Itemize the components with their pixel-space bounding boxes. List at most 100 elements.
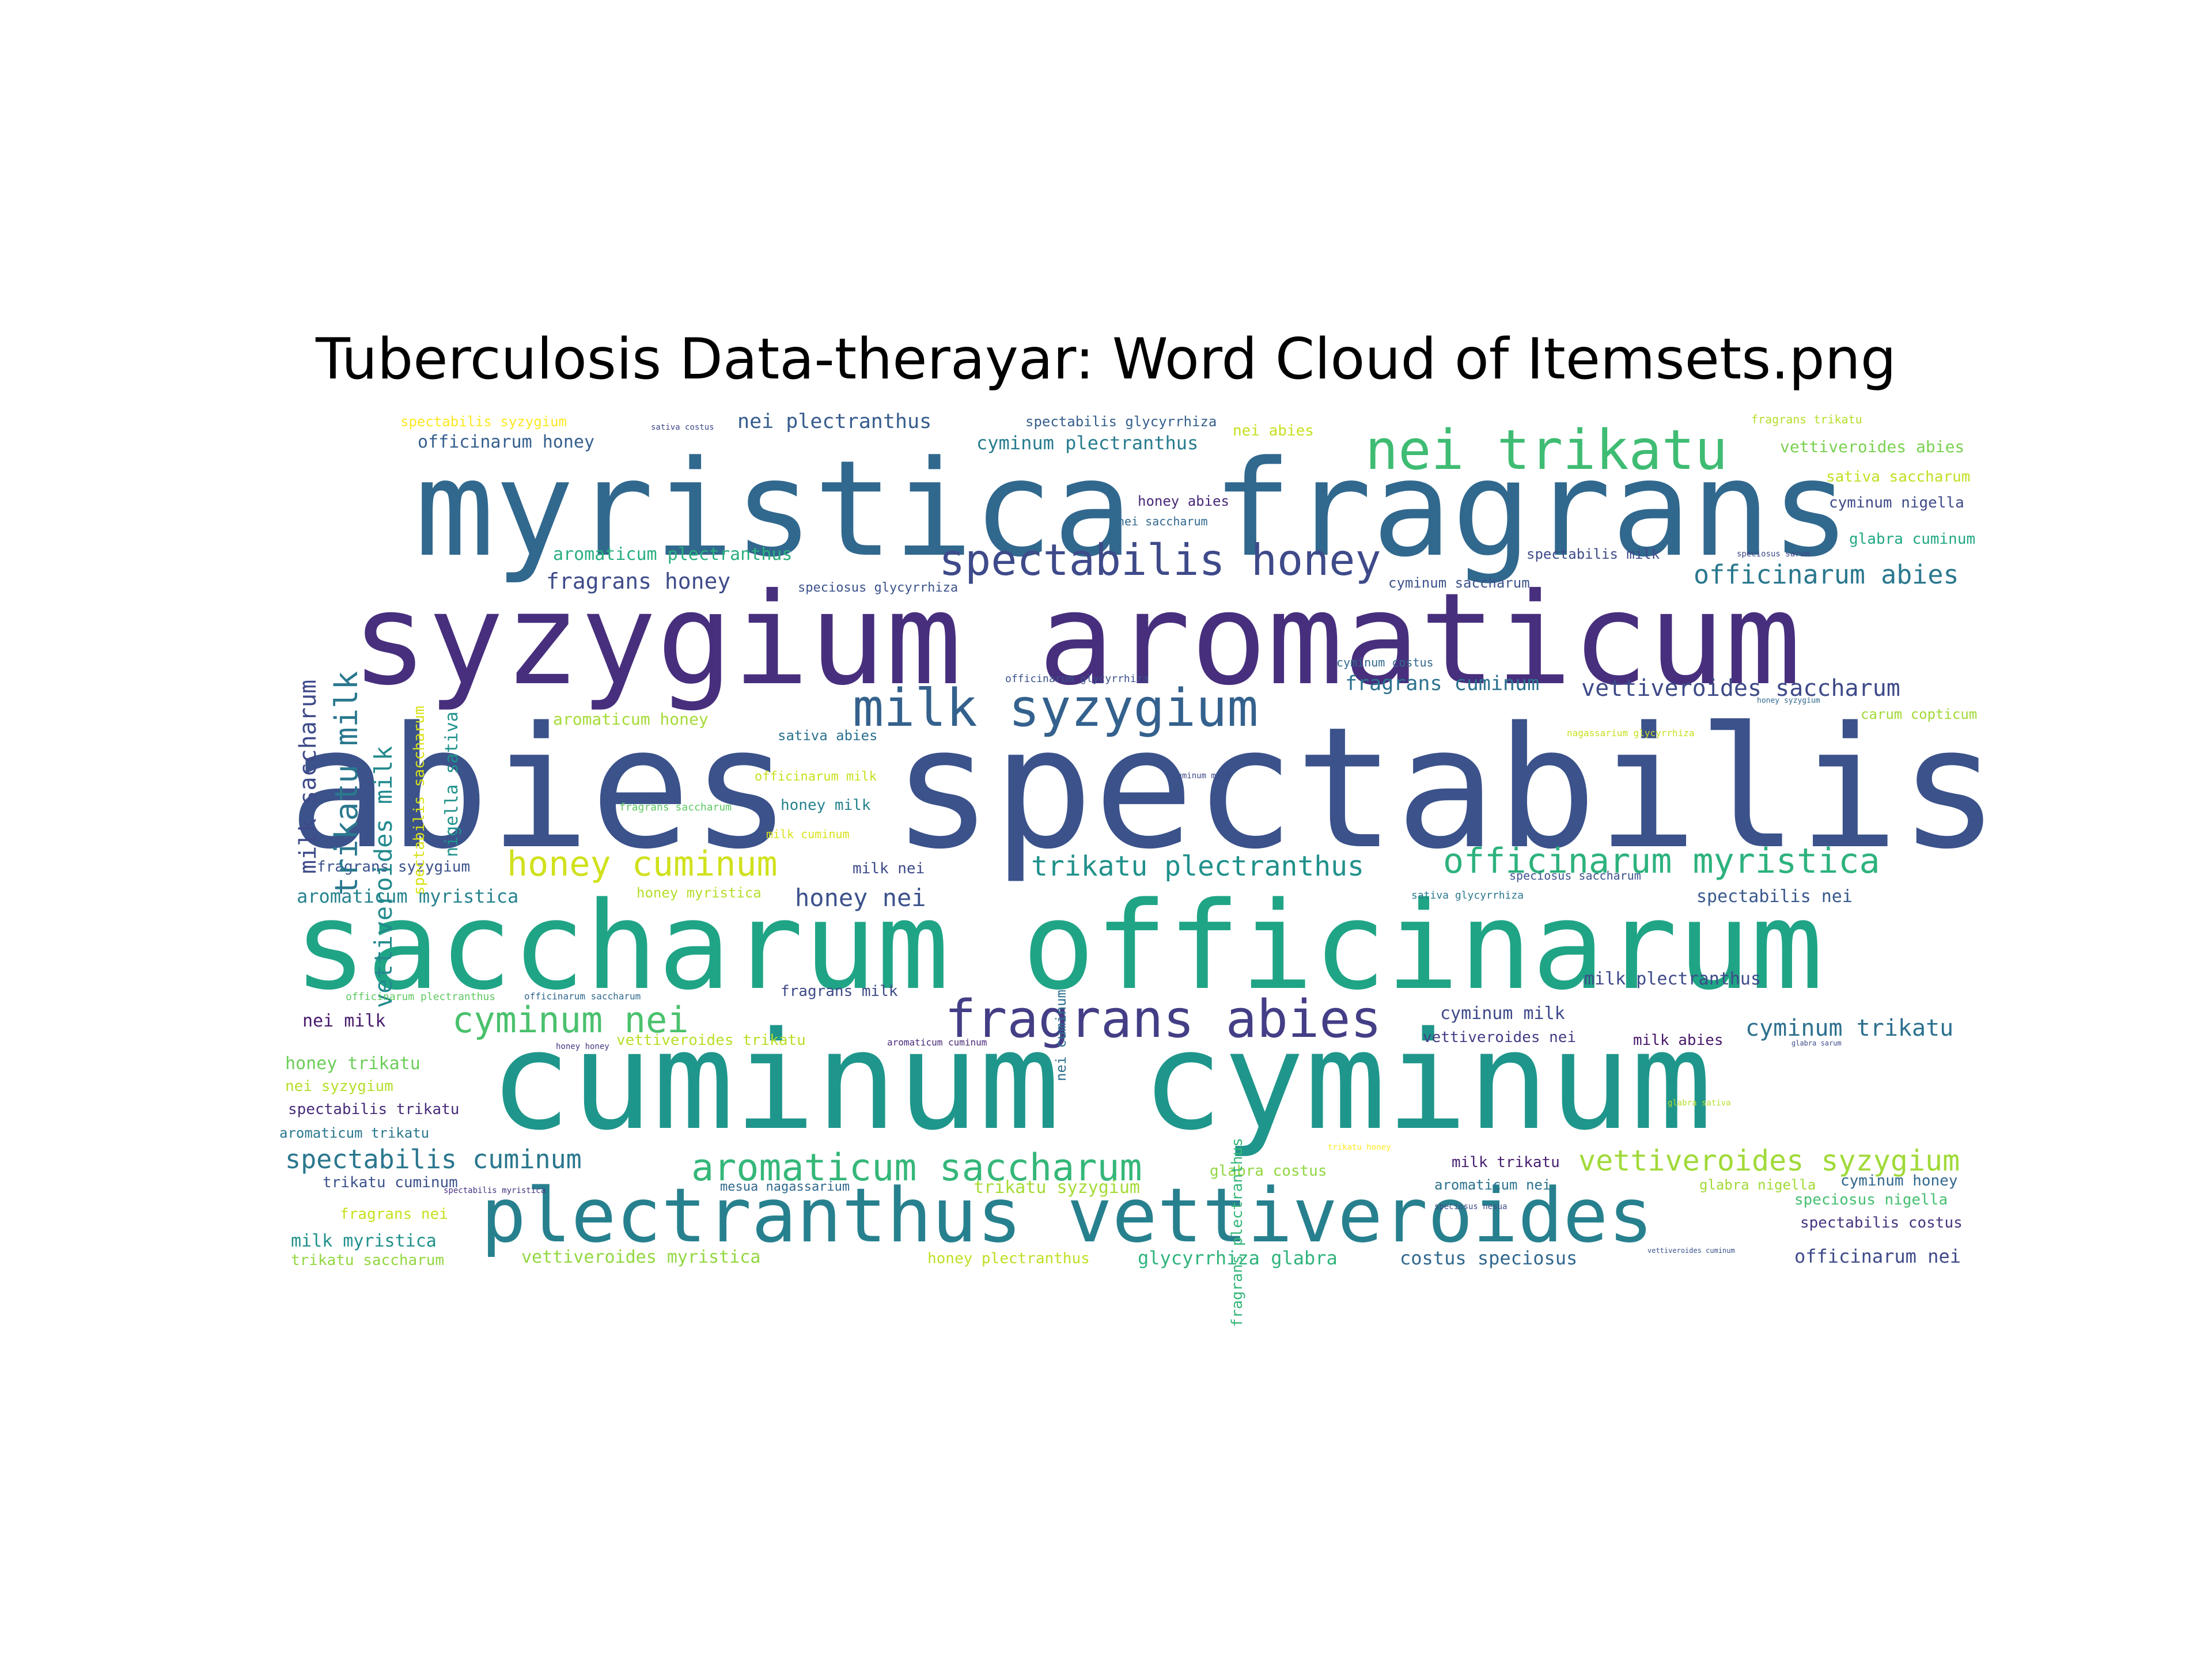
word-glabra-nigella: glabra nigella	[1699, 1177, 1816, 1193]
word-honey-plectranthus: honey plectranthus	[927, 1250, 1090, 1267]
word-vettiveroides-cuminum: vettiveroides cuminum	[1647, 1247, 1735, 1255]
word-officinarum-nei: officinarum nei	[1794, 1245, 1961, 1267]
word-trikatu-cuminum: trikatu cuminum	[323, 1174, 458, 1191]
word-aromaticum-cuminum: aromaticum cuminum	[887, 1037, 987, 1048]
word-nei-abies: nei abies	[1233, 422, 1314, 440]
word-cyminum-nigella: cyminum nigella	[1829, 494, 1964, 512]
word-milk-syzygium: milk syzygium	[853, 678, 1259, 738]
word-glabra-costus: glabra costus	[1210, 1162, 1327, 1180]
word-myristica-fragrans: myristica fragrans	[415, 433, 1851, 586]
word-spectabilis-milk: spectabilis milk	[1527, 546, 1660, 562]
word-milk-cuminum: milk cuminum	[766, 827, 850, 841]
word-fragrans-cuminum: fragrans cuminum	[1345, 672, 1540, 695]
word-officinarum-honey: officinarum honey	[418, 432, 595, 452]
word-honey-nei: honey nei	[795, 884, 926, 912]
word-speciosus-nesua: speciosus nesua	[1434, 1202, 1508, 1211]
word-vettiveroides-saccharum: vettiveroides saccharum	[1581, 675, 1900, 702]
chart-title: Tuberculosis Data-therayar: Word Cloud o…	[315, 327, 1897, 392]
word-vettiveroides-milk: vettiveroides milk	[369, 745, 397, 1008]
word-fragrans-plectranthus: fragrans plectranthus	[1229, 1138, 1246, 1327]
word-aromaticum-trikatu: aromaticum trikatu	[279, 1125, 430, 1141]
word-speciosus-nigella: speciosus nigella	[1794, 1191, 1948, 1209]
word-milk-myristica: milk myristica	[291, 1231, 437, 1251]
word-carum-copticum: carum copticum	[1861, 706, 1978, 722]
word-aromaticum-nei: aromaticum nei	[1434, 1177, 1551, 1193]
word-cuminum-milk: cuminum milk	[1172, 771, 1231, 781]
word-nigella-sativa: nigella sativa	[442, 711, 462, 857]
word-spectabilis-saccharum: spectabilis saccharum	[411, 706, 428, 895]
word-officinarum-milk: officinarum milk	[755, 770, 877, 784]
word-milk-plectranthus: milk plectranthus	[1584, 969, 1762, 989]
word-fragrans-milk: fragrans milk	[781, 983, 898, 1000]
word-nei-plectranthus: nei plectranthus	[737, 410, 932, 433]
word-glycyrrhiza-glabra: glycyrrhiza glabra	[1138, 1247, 1338, 1269]
word-spectabilis-myristica: spectabilis myristica	[444, 1186, 546, 1195]
word-milk-trikatu: milk trikatu	[1452, 1154, 1560, 1171]
word-honey-syzygium: honey syzygium	[1757, 696, 1820, 705]
word-plectranthus-vettiveroides: plectranthus vettiveroides	[481, 1172, 1653, 1259]
word-nagassarium-glycyrrhiza: nagassarium glycyrrhiza	[1567, 728, 1695, 738]
word-trikatu-honey: trikatu honey	[1328, 1143, 1391, 1152]
word-fragrans-nei: fragrans nei	[340, 1206, 448, 1223]
word-spectabilis-nei: spectabilis nei	[1696, 887, 1853, 907]
word-nei-trikatu: nei trikatu	[1365, 419, 1728, 482]
word-officinarum-plectranthus: officinarum plectranthus	[346, 991, 496, 1003]
word-nei-saccharum: nei saccharum	[1118, 514, 1208, 528]
word-fragrans-trikatu: fragrans trikatu	[1751, 412, 1862, 426]
word-cyminum-honey: cyminum honey	[1840, 1172, 1958, 1190]
word-sativa-glycyrrhiza: sativa glycyrrhiza	[1411, 889, 1524, 902]
word-fragrans-saccharum: fragrans saccharum	[619, 801, 732, 813]
word-officinarum-glycyrrhiza: officinarum glycyrrhiza	[1005, 673, 1149, 685]
word-glabra-sativa: glabra sativa	[1668, 1099, 1731, 1108]
word-aromaticum-saccharum: aromaticum saccharum	[691, 1146, 1142, 1190]
word-vettiveroides-syzygium: vettiveroides syzygium	[1578, 1144, 1960, 1177]
word-vettiveroides-myristica: vettiveroides myristica	[521, 1247, 761, 1267]
word-cyminum-plectranthus: cyminum plectranthus	[976, 432, 1199, 454]
word-vettiveroides-abies: vettiveroides abies	[1780, 437, 1965, 456]
word-vettiveroides-nei: vettiveroides nei	[1423, 1029, 1577, 1046]
word-trikatu-milk: trikatu milk	[328, 671, 365, 896]
word-nei-milk: nei milk	[302, 1011, 386, 1031]
word-trikatu-syzygium: trikatu syzygium	[974, 1177, 1140, 1198]
word-glabra-cuminum: glabra cuminum	[1849, 531, 1976, 548]
word-sativa-costus: sativa costus	[651, 423, 714, 432]
word-costus-speciosus: costus speciosus	[1400, 1247, 1578, 1269]
word-saccharum-officinarum: saccharum officinarum	[294, 876, 1824, 1017]
word-cyminum-milk: cyminum milk	[1440, 1003, 1565, 1024]
word-trikatu-plectranthus: trikatu plectranthus	[1031, 850, 1364, 882]
word-honey-cuminum: honey cuminum	[507, 844, 778, 884]
word-speciosus-glycyrrhiza: speciosus glycyrrhiza	[798, 581, 959, 595]
word-nei-cuminum: nei cuminum	[1053, 990, 1069, 1081]
word-officinarum-myristica: officinarum myristica	[1443, 841, 1880, 881]
word-aromaticum-myristica: aromaticum myristica	[297, 885, 519, 907]
word-cyminum-nei: cyminum nei	[452, 999, 689, 1041]
word-milk-abies: milk abies	[1633, 1032, 1724, 1049]
word-spectabilis-glycyrrhiza: spectabilis glycyrrhiza	[1025, 414, 1217, 430]
word-milk-saccharum: milk saccharum	[295, 679, 321, 874]
word-speciosus-sarum: speciosus sarum	[1737, 550, 1810, 559]
word-spectabilis-honey: spectabilis honey	[939, 535, 1381, 585]
word-sativa-saccharum: sativa saccharum	[1826, 468, 1971, 486]
word-aromaticum-plectranthus: aromaticum plectranthus	[553, 544, 793, 565]
word-fragrans-syzygium: fragrans syzygium	[317, 858, 471, 876]
word-cyminum-costus: cyminum costus	[1336, 656, 1434, 669]
word-honey-trikatu: honey trikatu	[285, 1054, 421, 1074]
word-honey-myristica: honey myristica	[637, 885, 762, 901]
word-sativa-abies: sativa abies	[778, 728, 878, 744]
word-cloud: abies spectabilis syzygium aromaticum myri…	[276, 409, 2002, 1327]
word-nei-syzygium: nei syzygium	[285, 1078, 393, 1095]
word-cyminum-trikatu: cyminum trikatu	[1745, 1015, 1954, 1041]
word-cyminum-saccharum: cyminum saccharum	[1388, 575, 1530, 591]
word-fragrans-honey: fragrans honey	[546, 569, 731, 594]
word-officinarum-saccharum: officinarum saccharum	[524, 991, 641, 1002]
word-speciosus-saccharum: speciosus saccharum	[1509, 869, 1641, 882]
word-spectabilis-cuminum: spectabilis cuminum	[285, 1144, 582, 1175]
word-officinarum-abies: officinarum abies	[1694, 559, 1959, 590]
word-spectabilis-trikatu: spectabilis trikatu	[288, 1101, 460, 1118]
word-cuminum-cyminum: cuminum cyminum	[490, 1003, 1713, 1160]
word-syzygium-aromaticum: syzygium aromaticum	[351, 566, 1801, 713]
word-trikatu-saccharum: trikatu saccharum	[291, 1252, 445, 1269]
word-honey-honey: honey honey	[556, 1042, 609, 1051]
word-milk-nei: milk nei	[853, 860, 925, 877]
word-honey-abies: honey abies	[1138, 493, 1229, 509]
